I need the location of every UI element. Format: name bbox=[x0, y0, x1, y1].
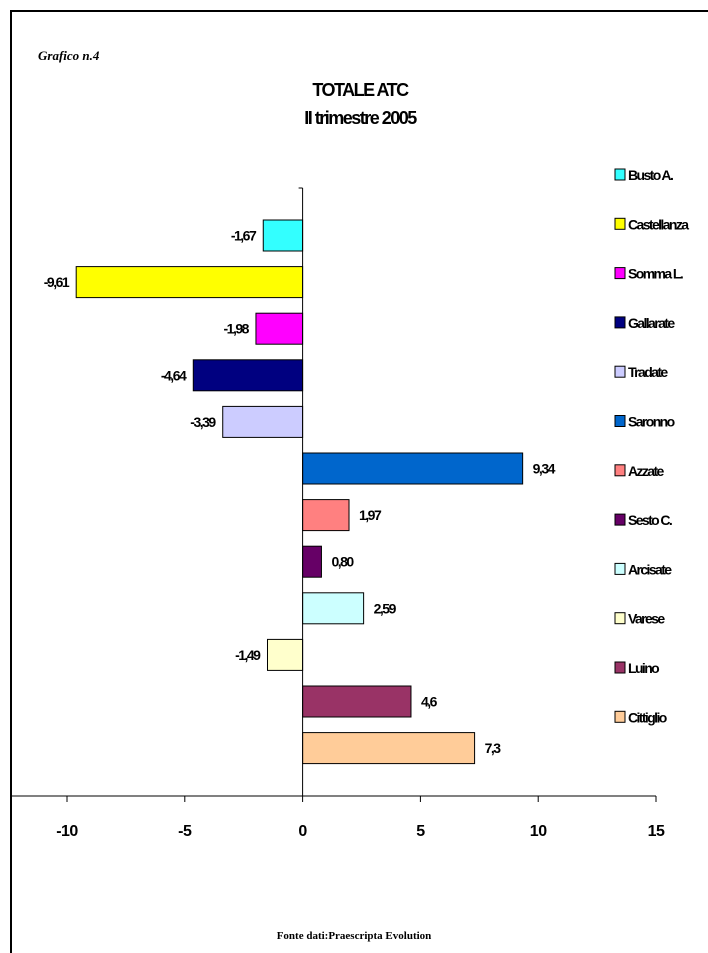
legend-swatch-9 bbox=[614, 612, 626, 625]
legend-label-11: Cittiglio bbox=[628, 709, 667, 725]
bar-8 bbox=[302, 592, 365, 625]
data-label-10: 4,6 bbox=[421, 694, 438, 710]
data-label-11: 7,3 bbox=[485, 740, 502, 756]
data-label-7: 0,80 bbox=[331, 554, 354, 570]
legend-label-9: Varese bbox=[628, 611, 665, 627]
bars-group bbox=[75, 219, 524, 765]
chart-title: TOTALE ATC bbox=[312, 80, 409, 100]
data-label-6: 1,97 bbox=[359, 507, 382, 523]
legend-swatch-6 bbox=[614, 464, 626, 477]
bar-4 bbox=[222, 405, 304, 438]
legend-swatch-8 bbox=[614, 562, 626, 575]
data-label-9: -1,49 bbox=[235, 647, 261, 663]
legend-label-1: Castellanza bbox=[628, 216, 689, 232]
bar-10 bbox=[302, 685, 412, 718]
legend-label-10: Luino bbox=[628, 660, 659, 676]
x-tick-label-3: 5 bbox=[416, 823, 425, 840]
bar-9 bbox=[266, 638, 304, 671]
data-label-8: 2,59 bbox=[374, 600, 397, 616]
legend: Busto A. Castellanza Somma L. Gallarate Trad… bbox=[614, 167, 691, 725]
x-tick-label-5: 15 bbox=[648, 823, 665, 840]
legend-swatch-1 bbox=[614, 217, 626, 230]
legend-label-5: Saronno bbox=[628, 414, 675, 430]
bar-7 bbox=[302, 545, 322, 578]
bar-11 bbox=[302, 732, 476, 765]
legend-label-8: Arcisate bbox=[628, 561, 672, 577]
x-tick-label-0: -10 bbox=[56, 823, 78, 840]
legend-label-0: Busto A. bbox=[628, 167, 673, 183]
legend-label-7: Sesto C. bbox=[628, 512, 672, 528]
bar-1 bbox=[75, 266, 304, 299]
x-tick-label-1: -5 bbox=[178, 823, 192, 840]
legend-swatch-10 bbox=[614, 661, 626, 674]
chart-frame bbox=[10, 10, 708, 953]
legend-label-6: Azzate bbox=[628, 463, 665, 479]
x-tick-label-4: 10 bbox=[530, 823, 547, 840]
data-label-2: -1,98 bbox=[224, 321, 250, 337]
data-label-5: 9,34 bbox=[533, 461, 556, 477]
legend-swatch-7 bbox=[614, 513, 626, 526]
bar-5 bbox=[302, 452, 524, 485]
data-label-4: -3,39 bbox=[190, 414, 216, 430]
legend-swatch-0 bbox=[614, 168, 626, 181]
legend-label-3: Gallarate bbox=[628, 315, 675, 331]
bar-0 bbox=[262, 219, 304, 252]
data-labels-group: -1,67 -9,61 -1,98 -4,64 -3,39 9,34 1,97 0,80 2,5… bbox=[44, 228, 557, 757]
bar-3 bbox=[192, 359, 304, 392]
tick-labels-group: -10 -5 0 5 10 15 bbox=[56, 823, 665, 840]
legend-swatch-2 bbox=[614, 267, 626, 280]
bar-6 bbox=[302, 499, 350, 532]
data-label-1: -9,61 bbox=[44, 274, 70, 290]
legend-label-4: Tradate bbox=[628, 364, 668, 380]
legend-swatch-4 bbox=[614, 365, 626, 378]
chart-subtitle: II trimestre 2005 bbox=[304, 108, 417, 128]
axes-group bbox=[10, 187, 657, 802]
bar-2 bbox=[255, 312, 304, 345]
legend-label-2: Somma L. bbox=[628, 266, 683, 282]
data-source-note: Fonte dati:Praescripta Evolution bbox=[276, 930, 432, 942]
legend-swatch-5 bbox=[614, 415, 626, 427]
legend-swatch-11 bbox=[614, 710, 626, 723]
data-label-0: -1,67 bbox=[231, 228, 257, 244]
data-label-3: -4,64 bbox=[161, 367, 187, 383]
chart-caption: Grafico n.4 bbox=[38, 48, 100, 63]
x-tick-label-2: 0 bbox=[298, 823, 307, 840]
legend-swatch-3 bbox=[614, 316, 626, 329]
